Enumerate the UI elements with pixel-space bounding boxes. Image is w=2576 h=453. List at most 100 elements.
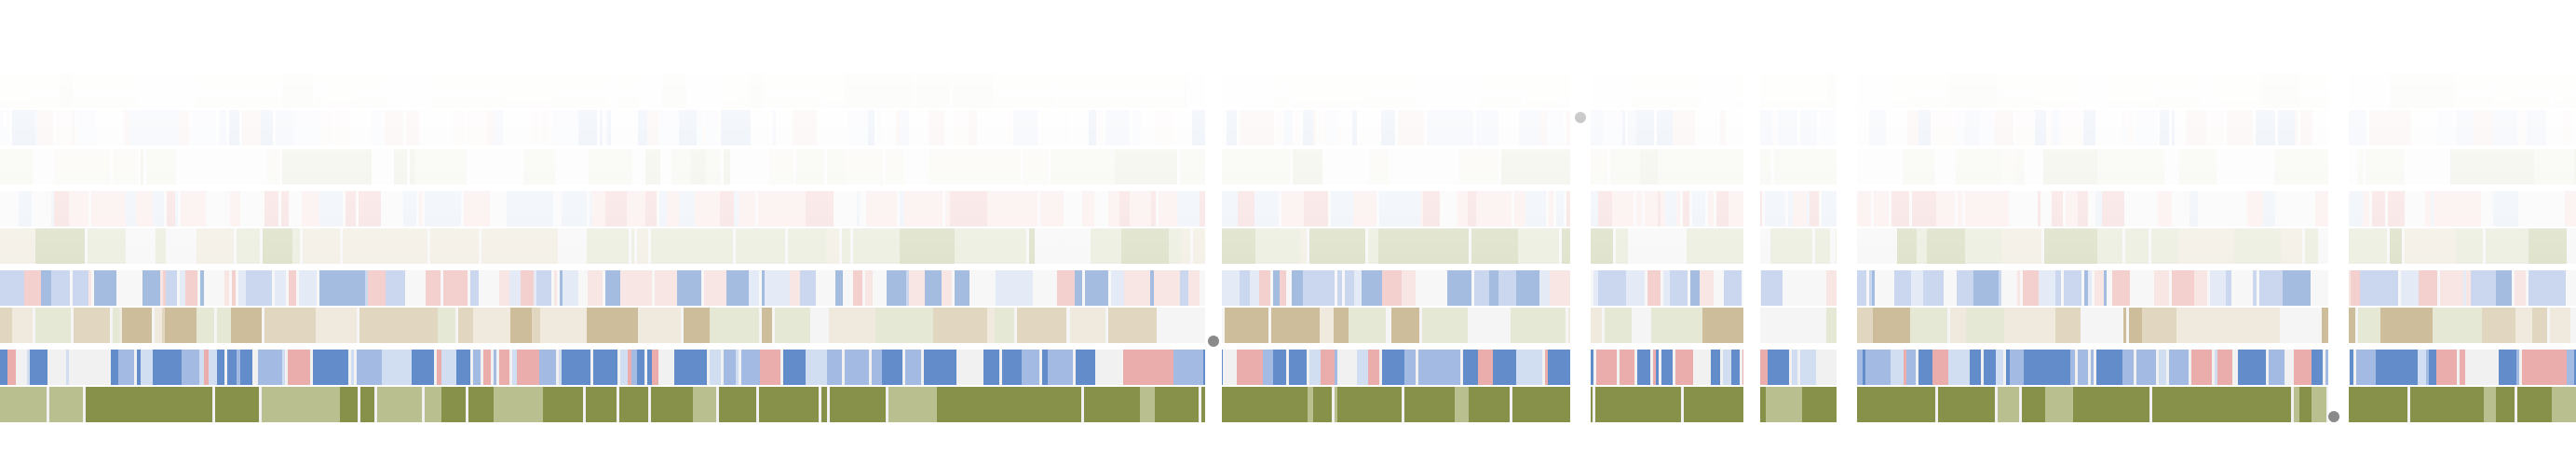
track-segment (1819, 350, 1837, 385)
track-row[interactable] (0, 110, 2576, 145)
track-segment (1815, 228, 1830, 264)
track-segment (1872, 270, 1875, 306)
track-segment (532, 110, 538, 145)
track-segment (2138, 191, 2158, 226)
track-segment (1381, 110, 1395, 145)
track-segment (489, 308, 510, 343)
track-segment (30, 73, 60, 108)
track-segment (1349, 308, 1386, 343)
track-segment (775, 308, 810, 343)
track-segment (156, 228, 166, 264)
track-segment (2555, 191, 2565, 226)
track-segment (2234, 228, 2281, 264)
track-segment (1716, 191, 1729, 226)
track-segment (2296, 191, 2312, 226)
track-segment (1248, 191, 1254, 226)
track-segment (2567, 350, 2574, 385)
track-segment (1286, 270, 1289, 306)
track-segment (1778, 110, 1797, 145)
track-segment (1271, 308, 1317, 343)
track-segment (1525, 191, 1546, 226)
track-segment (2484, 387, 2496, 422)
track-row[interactable] (0, 149, 2576, 185)
track-segment (2096, 350, 2122, 385)
track-segment (875, 270, 884, 306)
track-segment (2027, 149, 2043, 185)
track-segment (2022, 387, 2045, 422)
track-segment (2001, 270, 2017, 306)
track-segment (793, 110, 817, 145)
track-segment (1425, 73, 1480, 108)
track-segment (2515, 73, 2550, 108)
boundary-marker-dot[interactable] (1575, 112, 1586, 123)
track-segment (1973, 270, 1999, 306)
track-segment (569, 350, 590, 385)
track-segment (2127, 110, 2134, 145)
track-segment (1708, 191, 1714, 226)
track-segment (1345, 270, 1354, 306)
track-segment (165, 308, 197, 343)
track-row[interactable] (0, 387, 2576, 422)
track-row[interactable] (0, 308, 2576, 343)
track-segment (1123, 350, 1146, 385)
track-segment (282, 149, 326, 185)
track-segment (813, 308, 826, 343)
track-segment (721, 110, 729, 145)
track-segment (1034, 387, 1071, 422)
track-segment (243, 191, 264, 226)
track-segment (2356, 350, 2376, 385)
track-segment (1240, 110, 1253, 145)
track-segment (684, 308, 710, 343)
track-segment (1772, 110, 1775, 145)
track-segment (1288, 387, 1308, 422)
track-segment (578, 270, 585, 306)
track-segment (651, 387, 693, 422)
track-segment (2280, 308, 2319, 343)
track-segment (655, 270, 677, 306)
track-row[interactable] (0, 191, 2576, 226)
track-segment (1910, 308, 1947, 343)
track-segment (1501, 110, 1519, 145)
track-segment (11, 270, 24, 306)
track-segment (2066, 191, 2078, 226)
track-segment (2238, 350, 2260, 385)
track-row[interactable] (0, 270, 2576, 306)
boundary-marker-dot[interactable] (1208, 336, 1219, 347)
track-segment (1362, 270, 1382, 306)
track-segment (1071, 387, 1081, 422)
track-segment (1000, 149, 1021, 185)
track-segment (136, 73, 171, 108)
track-segment (1927, 228, 1965, 264)
track-segment (667, 191, 679, 226)
track-segment (983, 350, 999, 385)
track-segment (2158, 191, 2172, 226)
track-segment (224, 270, 229, 306)
track-segment (882, 350, 902, 385)
track-segment (2172, 110, 2175, 145)
track-segment (2127, 191, 2135, 226)
track-segment (1156, 110, 1173, 145)
track-segment (1598, 191, 1612, 226)
track-segment (403, 191, 416, 226)
boundary-marker-dot[interactable] (2328, 411, 2339, 422)
track-row[interactable] (0, 350, 2576, 385)
track-segment (663, 149, 671, 185)
track-segment (909, 270, 925, 306)
track-segment (2190, 191, 2198, 226)
track-row[interactable] (0, 73, 2576, 108)
track-segment (1691, 73, 1702, 108)
track-segment (2125, 228, 2149, 264)
track-segment (217, 308, 231, 343)
track-segment (1931, 110, 1956, 145)
track-segment (540, 149, 555, 185)
track-segment (1111, 270, 1124, 306)
track-segment (2130, 270, 2154, 306)
track-segment (27, 308, 33, 343)
track-row[interactable] (0, 228, 2576, 264)
track-segment (2434, 191, 2442, 226)
track-segment (2201, 73, 2211, 108)
track-segment (2429, 350, 2436, 385)
track-segment (502, 73, 553, 108)
track-segment (1463, 350, 1478, 385)
